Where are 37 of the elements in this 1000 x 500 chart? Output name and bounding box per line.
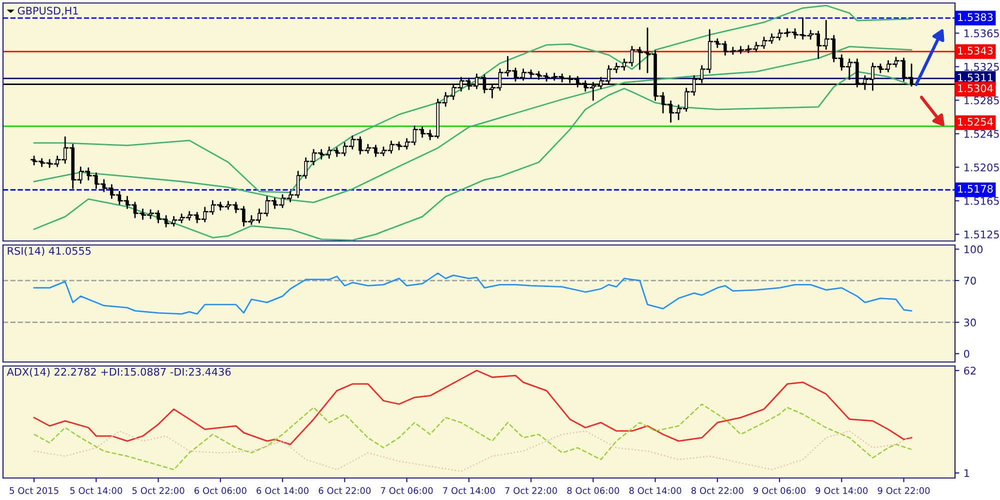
x-tick-label: 9 Oct 14:00 xyxy=(816,487,868,494)
y-tick-label: 30 xyxy=(964,318,976,326)
y-tick-label: 62 xyxy=(964,366,976,375)
y-tick-label: 1.5365 xyxy=(964,29,999,38)
x-tick-label: 7 Oct 14:00 xyxy=(443,487,495,494)
y-tick-label: 1.5165 xyxy=(964,197,999,205)
x-tick-label: 6 Oct 14:00 xyxy=(256,487,308,494)
y-tick-label: 1.5245 xyxy=(964,130,999,138)
chart-title: RSI(14) 41.0555 xyxy=(8,246,91,256)
x-tick-label: 6 Oct 22:00 xyxy=(318,487,371,494)
x-tick-label: 5 Oct 22:00 xyxy=(132,487,184,494)
ref-line-label: 1.5383 xyxy=(958,13,993,22)
y-tick-label: 1.5285 xyxy=(964,96,999,104)
y-tick-label: 1 xyxy=(964,469,969,477)
x-tick-label: 9 Oct 06:00 xyxy=(754,487,806,494)
x-tick-label: 8 Oct 14:00 xyxy=(629,487,682,494)
x-tick-label: 8 Oct 06:00 xyxy=(567,487,620,494)
y-tick-label: 70 xyxy=(964,276,976,285)
x-tick-label: 7 Oct 22:00 xyxy=(505,487,557,494)
y-tick-label: 1.5125 xyxy=(964,230,999,238)
ref-line-label: 1.5254 xyxy=(958,118,993,126)
y-tick-label: 0 xyxy=(964,350,970,358)
y-tick-label: 1.5325 xyxy=(964,62,999,71)
y-tick-label: 100 xyxy=(964,245,983,254)
x-tick-label: 5 Oct 2015 xyxy=(10,487,58,494)
chart-title: GBPUSD,H1 xyxy=(18,6,78,16)
ref-line-label: 1.5343 xyxy=(958,46,993,55)
ref-line-label: 1.5304 xyxy=(958,84,993,92)
x-tick-label: 8 Oct 22:00 xyxy=(691,487,744,494)
x-tick-label: 7 Oct 06:00 xyxy=(380,487,433,494)
y-tick-label: 1.5205 xyxy=(964,163,999,172)
x-tick-label: 6 Oct 06:00 xyxy=(194,487,246,494)
x-tick-label: 5 Oct 14:00 xyxy=(70,487,122,494)
x-tick-label: 9 Oct 22:00 xyxy=(878,487,930,494)
ref-line-label: 1.5178 xyxy=(958,184,993,193)
chart-title: ADX(14) 22.2782 +DI:15.0887 -DI:23.4436 xyxy=(6,368,231,377)
ref-line-label: 1.5311 xyxy=(958,74,992,82)
